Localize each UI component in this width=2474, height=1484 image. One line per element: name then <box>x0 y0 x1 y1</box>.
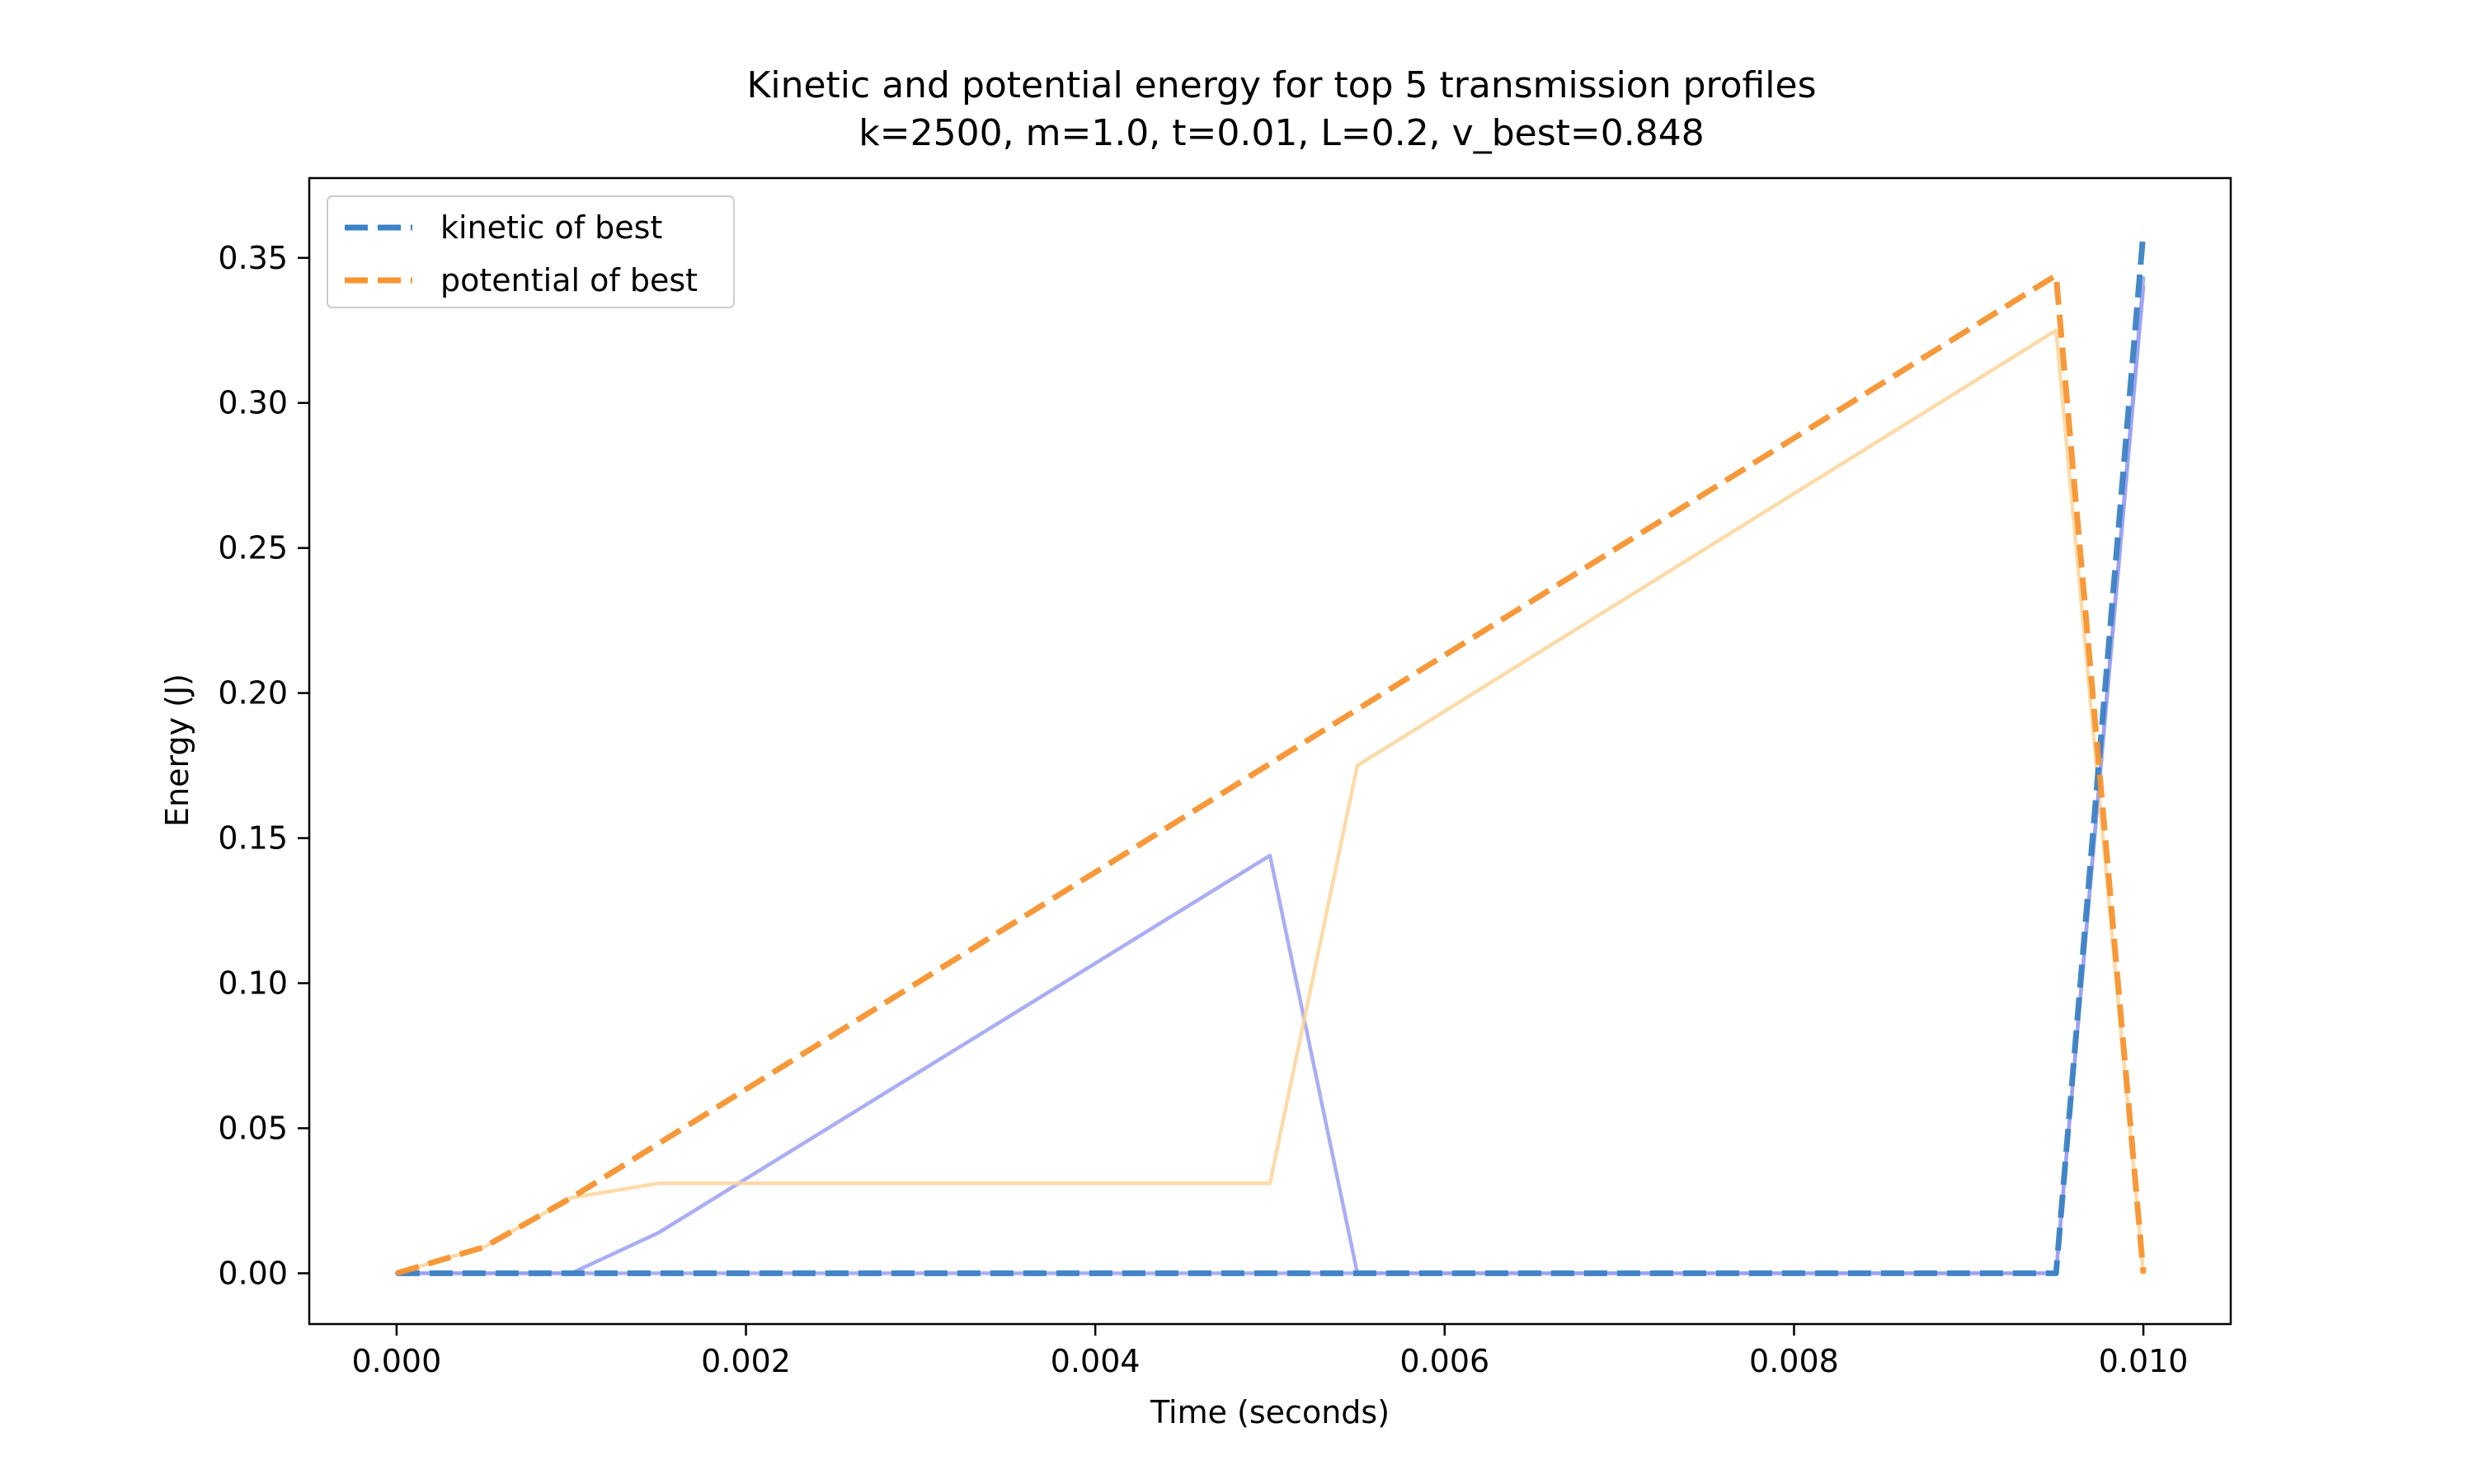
legend-items: kinetic of best potential of best <box>345 209 698 298</box>
chart-title: Kinetic and potential energy for top 5 t… <box>747 64 1817 106</box>
x-tick-label: 0.006 <box>1399 1343 1489 1379</box>
y-tick-label: 0.00 <box>218 1255 288 1291</box>
x-tick-label: 0.010 <box>2099 1343 2189 1379</box>
series-layer <box>394 231 2147 1276</box>
legend-box <box>327 195 735 308</box>
y-tick-label: 0.15 <box>218 820 288 857</box>
chart-subtitle: k=2500, m=1.0, t=0.01, L=0.2, v_best=0.8… <box>858 112 1704 154</box>
x-axis-ticks: 0.000 0.002 0.004 0.006 0.008 0.010 <box>352 1324 2189 1379</box>
plot-frame <box>308 176 2232 1326</box>
y-tick-label: 0.35 <box>218 240 288 276</box>
y-tick-label: 0.30 <box>218 385 288 421</box>
legend-label: kinetic of best <box>440 209 662 246</box>
series-line-kinetic-of-best <box>396 231 2147 1276</box>
x-tick-label: 0.000 <box>352 1343 442 1379</box>
x-tick-label: 0.004 <box>1051 1343 1141 1379</box>
x-tick-label: 0.008 <box>1749 1343 1839 1379</box>
y-tick-label: 0.05 <box>218 1110 288 1146</box>
y-tick-label: 0.20 <box>218 675 288 711</box>
plot-area <box>308 176 2232 1326</box>
legend-label: potential of best <box>440 262 698 298</box>
plot-background <box>309 178 2231 1324</box>
y-tick-label: 0.10 <box>218 965 288 1002</box>
y-axis-ticks: 0.00 0.05 0.10 0.15 0.20 0.25 0.30 0.35 <box>218 240 309 1291</box>
legend: kinetic of best potential of best <box>327 195 735 308</box>
x-tick-label: 0.002 <box>701 1343 791 1379</box>
y-axis-label: Energy (J) <box>159 674 195 827</box>
x-axis-label: Time (seconds) <box>1150 1394 1390 1430</box>
y-tick-label: 0.25 <box>218 530 288 566</box>
